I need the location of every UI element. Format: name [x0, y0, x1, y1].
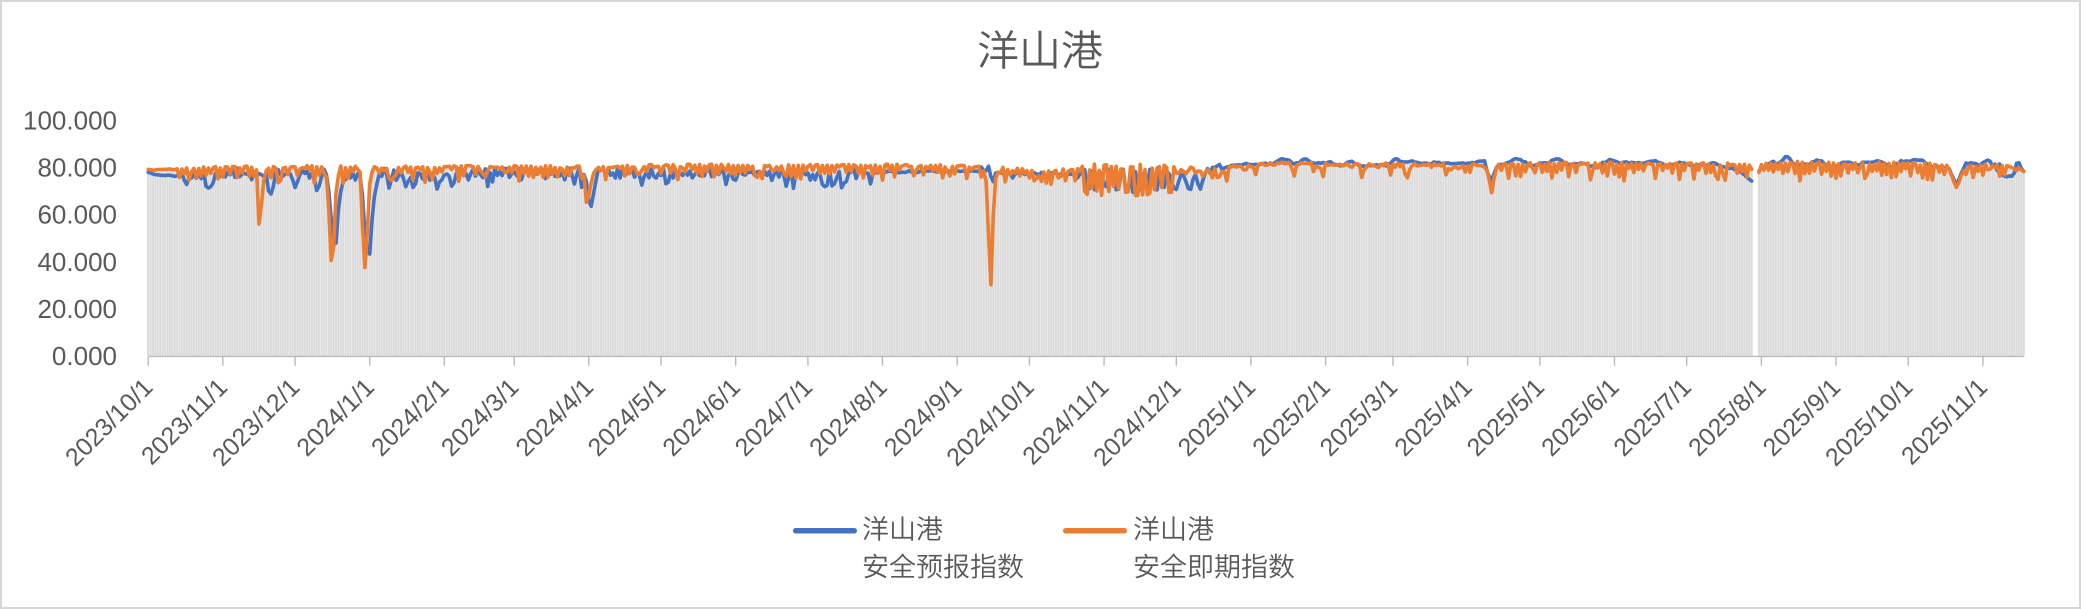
- svg-text:0.000: 0.000: [52, 341, 117, 371]
- svg-text:40.000: 40.000: [37, 247, 117, 277]
- svg-text:80.000: 80.000: [37, 153, 117, 183]
- svg-text:100.000: 100.000: [23, 106, 117, 136]
- svg-text:20.000: 20.000: [37, 294, 117, 324]
- svg-text:60.000: 60.000: [37, 200, 117, 230]
